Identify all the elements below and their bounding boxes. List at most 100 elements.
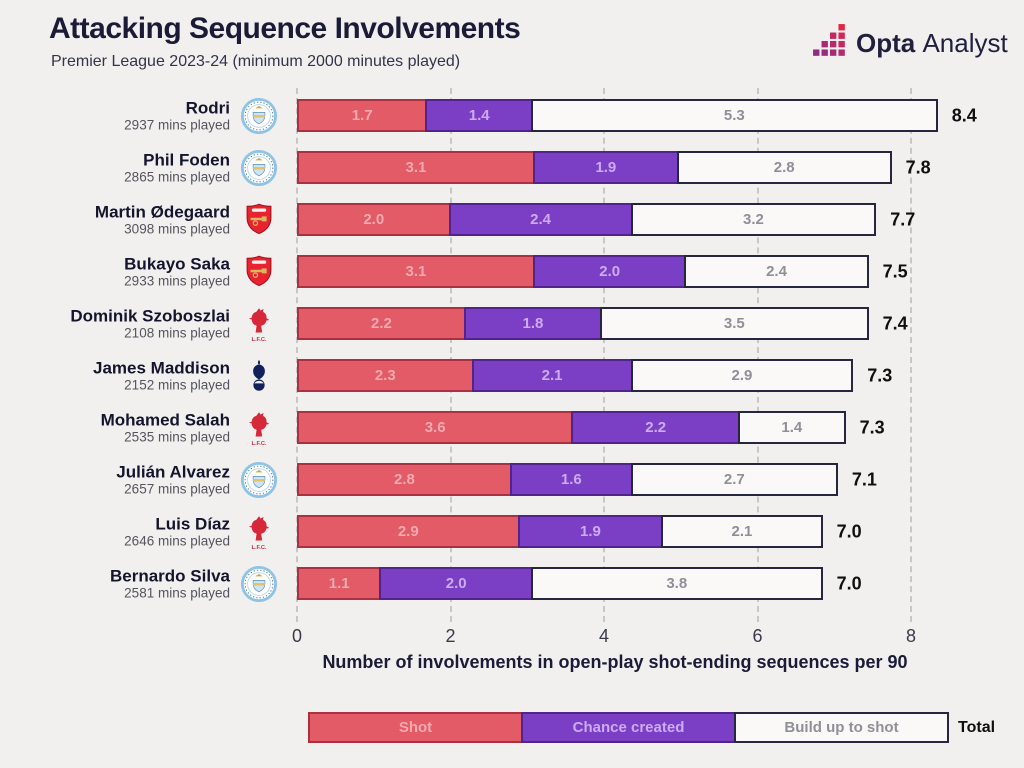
man-city-badge-icon bbox=[240, 148, 278, 188]
player-labels: Bukayo Saka 2933 mins played bbox=[0, 254, 230, 289]
gridline-x8 bbox=[910, 88, 912, 622]
bar-segment-chance-created: 1.6 bbox=[509, 463, 633, 496]
bar-segment-chance-created: 2.2 bbox=[571, 411, 741, 444]
player-labels: Rodri 2937 mins played bbox=[0, 98, 230, 133]
brand-analyst: Analyst bbox=[922, 27, 1008, 58]
stacked-bar: 2.9 1.9 2.1 bbox=[297, 515, 823, 548]
bar-segment-build-up: 3.2 bbox=[630, 203, 877, 236]
player-name: Luis Díaz bbox=[155, 514, 230, 533]
opta-pixel-stairs-icon bbox=[812, 23, 848, 64]
bar-segment-shot: 3.1 bbox=[297, 255, 535, 288]
player-name: Julián Alvarez bbox=[116, 462, 230, 481]
svg-text:L.F.C.: L.F.C. bbox=[252, 544, 267, 550]
player-labels: Mohamed Salah 2535 mins played bbox=[0, 410, 230, 445]
player-labels: Luis Díaz 2646 mins played bbox=[0, 514, 230, 549]
man-city-badge-icon bbox=[240, 460, 278, 500]
bar-segment-build-up: 2.4 bbox=[684, 255, 869, 288]
stacked-bar: 2.3 2.1 2.9 bbox=[297, 359, 854, 392]
bar-segment-shot: 3.6 bbox=[297, 411, 574, 444]
arsenal-badge-icon bbox=[240, 252, 278, 292]
player-mins: 2657 mins played bbox=[124, 481, 230, 496]
bar-segment-chance-created: 2.0 bbox=[532, 255, 687, 288]
player-labels: Dominik Szoboszlai 2108 mins played bbox=[0, 306, 230, 341]
player-row: Julián Alvarez 2657 mins played 2.8 1.6 2.7… bbox=[0, 461, 1024, 498]
player-mins: 2581 mins played bbox=[124, 585, 230, 600]
page-title: Attacking Sequence Involvements bbox=[49, 12, 521, 45]
player-name: Rodri bbox=[185, 98, 230, 117]
bar-segment-shot: 2.3 bbox=[297, 359, 474, 392]
gridline-x6 bbox=[756, 88, 759, 622]
liverpool-badge-icon: L.F.C. bbox=[240, 512, 278, 552]
player-mins: 2535 mins played bbox=[124, 429, 230, 444]
brand-text: Opta Analyst bbox=[856, 28, 1008, 59]
player-mins: 2108 mins played bbox=[124, 325, 230, 340]
player-row: Bukayo Saka 2933 mins played 3.1 2.0 2.4 7.5 bbox=[0, 254, 1024, 289]
bar-segment-shot: 1.1 bbox=[297, 567, 382, 600]
bar-segment-shot: 2.9 bbox=[297, 515, 520, 548]
page-subtitle: Premier League 2023-24 (minimum 2000 min… bbox=[51, 53, 461, 70]
player-name: James Maddison bbox=[93, 358, 230, 377]
stacked-bar: 3.6 2.2 1.4 bbox=[297, 411, 846, 444]
player-mins: 2152 mins played bbox=[124, 377, 230, 392]
x-tick-label-6: 6 bbox=[752, 626, 763, 646]
player-row: Phil Foden 2865 mins played 3.1 1.9 2.8 7.8 bbox=[0, 149, 1024, 186]
player-name: Bernardo Silva bbox=[110, 566, 230, 585]
liverpool-badge-icon: L.F.C. bbox=[240, 408, 278, 448]
bar-segment-chance-created: 1.4 bbox=[425, 99, 533, 132]
bar-segment-build-up: 5.3 bbox=[530, 99, 938, 132]
player-row: Mohamed Salah 2535 mins played L.F.C. 3.6… bbox=[0, 410, 1024, 446]
svg-text:L.F.C.: L.F.C. bbox=[252, 336, 267, 342]
bar-segment-chance-created: 2.4 bbox=[448, 203, 633, 236]
opta-analyst-logo: Opta Analyst bbox=[812, 22, 1012, 64]
bar-segment-chance-created: 2.1 bbox=[471, 359, 633, 392]
arsenal-badge-icon bbox=[240, 200, 278, 240]
total-value: 7.5 bbox=[882, 261, 908, 281]
bar-segment-build-up: 1.4 bbox=[738, 411, 846, 444]
bar-segment-build-up: 3.8 bbox=[530, 567, 823, 600]
player-name: Martin Ødegaard bbox=[94, 202, 230, 221]
bar-segment-shot: 2.8 bbox=[297, 463, 512, 496]
player-name: Dominik Szoboszlai bbox=[70, 306, 230, 325]
stacked-bar: 2.0 2.4 3.2 bbox=[297, 203, 877, 236]
player-mins: 2865 mins played bbox=[124, 169, 230, 184]
x-tick-label-8: 8 bbox=[905, 626, 916, 646]
man-city-badge-icon bbox=[240, 564, 278, 604]
stacked-bar: 2.2 1.8 3.5 bbox=[297, 307, 869, 340]
bar-segment-chance-created: 2.0 bbox=[379, 567, 533, 600]
brand-opta: Opta bbox=[856, 27, 916, 58]
stacked-bar: 3.1 2.0 2.4 bbox=[297, 255, 869, 288]
bar-segment-shot: 1.7 bbox=[297, 99, 428, 132]
player-mins: 2933 mins played bbox=[124, 273, 230, 288]
tottenham-badge-icon bbox=[240, 356, 278, 396]
svg-text:L.F.C.: L.F.C. bbox=[252, 440, 267, 446]
player-mins: 2646 mins played bbox=[124, 533, 230, 548]
total-value: 8.4 bbox=[951, 105, 977, 125]
player-row: Dominik Szoboszlai 2108 mins played L.F.C… bbox=[0, 306, 1024, 342]
bar-segment-chance-created: 1.9 bbox=[517, 515, 664, 548]
legend-bar: Shot Chance created Build up to shot bbox=[308, 712, 949, 743]
bar-segment-shot: 3.1 bbox=[297, 151, 535, 184]
player-row: Bernardo Silva 2581 mins played 1.1 2.0 3.8… bbox=[0, 565, 1024, 602]
bar-segment-chance-created: 1.9 bbox=[532, 151, 679, 184]
total-value: 7.3 bbox=[867, 365, 893, 385]
bar-segment-build-up: 2.9 bbox=[630, 359, 854, 392]
gridline-x4 bbox=[603, 88, 605, 622]
x-tick-label-2: 2 bbox=[445, 626, 456, 646]
stacked-bar: 1.7 1.4 5.3 bbox=[297, 99, 938, 132]
legend-item-chance: Chance created bbox=[521, 712, 736, 743]
stacked-bar: 2.8 1.6 2.7 bbox=[297, 463, 838, 496]
player-labels: Bernardo Silva 2581 mins played bbox=[0, 566, 230, 601]
liverpool-badge-icon: L.F.C. bbox=[240, 304, 278, 344]
total-value: 7.4 bbox=[882, 313, 908, 333]
total-value: 7.0 bbox=[836, 521, 862, 541]
player-name: Phil Foden bbox=[143, 150, 230, 169]
total-value: 7.1 bbox=[851, 469, 877, 489]
player-labels: Phil Foden 2865 mins played bbox=[0, 150, 230, 185]
x-tick-label-0: 0 bbox=[291, 626, 302, 646]
bar-segment-chance-created: 1.8 bbox=[463, 307, 602, 340]
player-name: Bukayo Saka bbox=[124, 254, 230, 273]
bar-segment-build-up: 2.7 bbox=[630, 463, 838, 496]
player-row: Martin Ødegaard 3098 mins played 2.0 2.4 3.… bbox=[0, 202, 1024, 236]
x-tick-label-4: 4 bbox=[598, 626, 609, 646]
bar-segment-shot: 2.2 bbox=[297, 307, 466, 340]
